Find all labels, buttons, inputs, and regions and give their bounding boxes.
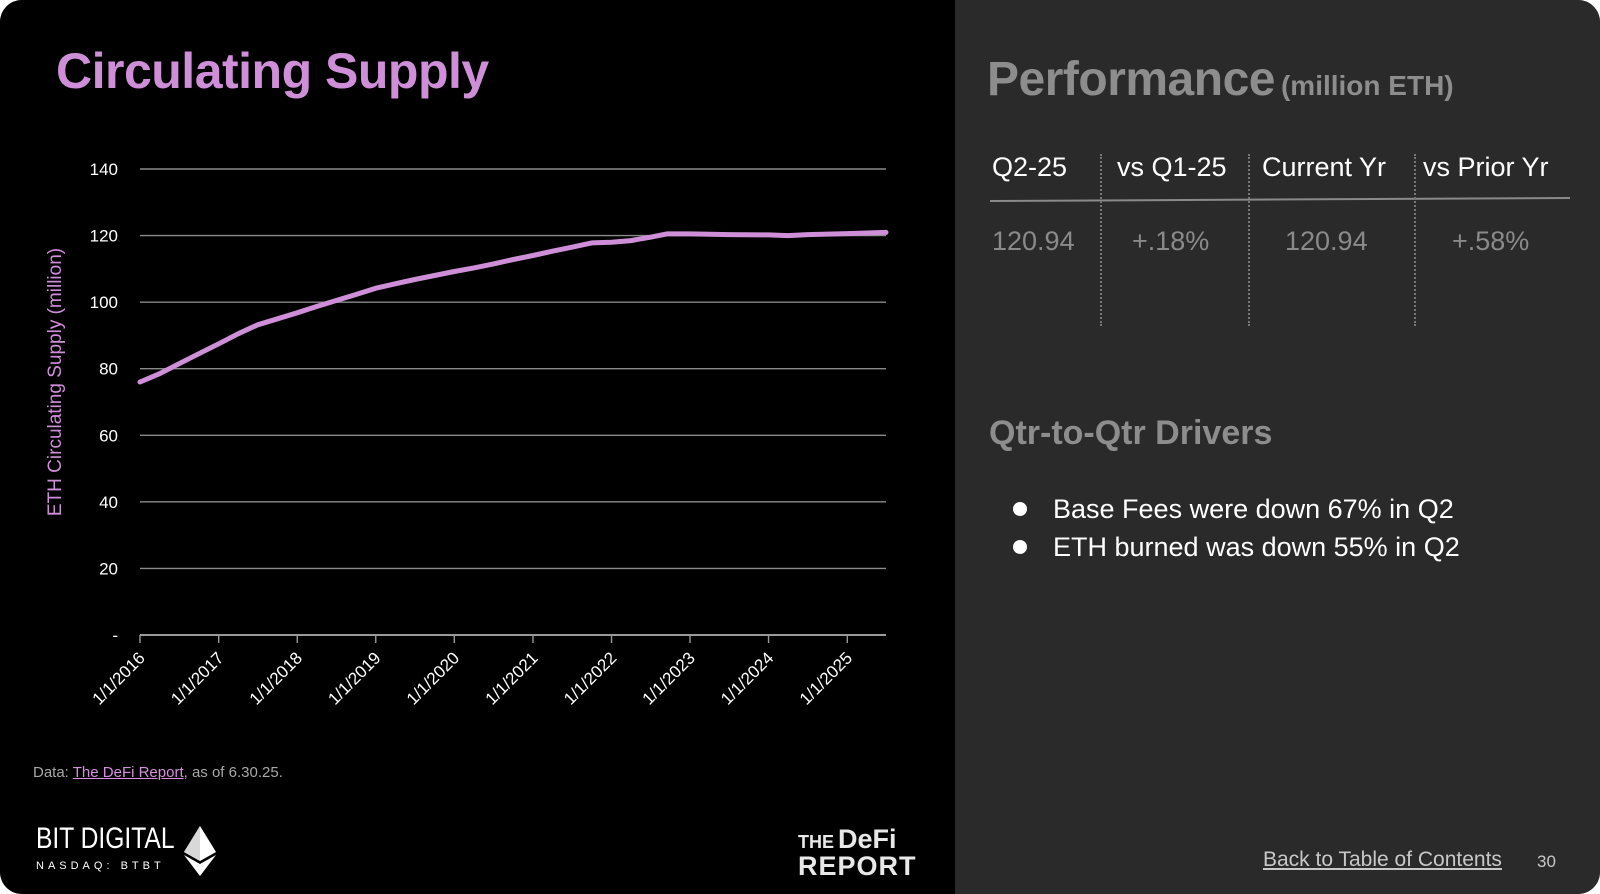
x-tick-label: 1/1/2017 bbox=[167, 648, 227, 708]
header-vs-prior-yr: vs Prior Yr bbox=[1423, 152, 1549, 182]
drivers-list: Base Fees were down 67% in Q2 ETH burned… bbox=[1013, 490, 1460, 566]
y-tick-label: 20 bbox=[99, 559, 118, 578]
defi-logo-defi: DeFi bbox=[838, 824, 897, 854]
header-current-yr: Current Yr bbox=[1262, 152, 1387, 182]
y-tick-label: 120 bbox=[90, 227, 118, 246]
x-tick-label: 1/1/2019 bbox=[324, 648, 384, 708]
x-tick-label: 1/1/2025 bbox=[796, 648, 856, 708]
driver-text: ETH burned was down 55% in Q2 bbox=[1053, 532, 1460, 562]
supply-line-chart: - 20 40 60 80 100 120 140 1/1/2016 1/1/2017 1/1/20… bbox=[45, 160, 889, 709]
y-tick-label: 100 bbox=[90, 293, 118, 312]
source-note: Data: The DeFi Report, as of 6.30.25. bbox=[33, 764, 283, 781]
defi-logo-the: THE bbox=[798, 832, 834, 852]
column-divider bbox=[1414, 154, 1416, 326]
defi-logo-report: REPORT bbox=[798, 851, 917, 881]
defi-report-logo: THE DeFi REPORT bbox=[798, 826, 917, 880]
y-tick-label: 140 bbox=[90, 160, 118, 179]
chart-title: Circulating Supply bbox=[56, 43, 489, 99]
y-tick-label: 80 bbox=[99, 360, 118, 379]
y-tick-label: 60 bbox=[99, 426, 118, 445]
source-prefix: Data: bbox=[33, 764, 73, 781]
column-divider bbox=[1100, 154, 1102, 326]
value-vs-prior-yr: +.58% bbox=[1452, 226, 1530, 256]
performance-unit: (million ETH) bbox=[1280, 70, 1454, 101]
header-vs-q1-25: vs Q1-25 bbox=[1117, 152, 1227, 182]
y-tick-label: - bbox=[112, 626, 118, 645]
value-q2-25: 120.94 bbox=[992, 226, 1075, 256]
value-vs-q1-25: +.18% bbox=[1132, 226, 1210, 256]
series-line bbox=[137, 229, 889, 385]
x-tick-label: 1/1/2016 bbox=[89, 648, 149, 708]
driver-text: Base Fees were down 67% in Q2 bbox=[1053, 494, 1454, 524]
chart-panel: Circulating Supply - 20 40 60 80 100 120 140 1/1… bbox=[0, 0, 955, 894]
list-item: Base Fees were down 67% in Q2 bbox=[1013, 490, 1460, 528]
bit-digital-name: BIT DIGITAL bbox=[36, 822, 175, 855]
x-tick-label: 1/1/2021 bbox=[482, 648, 542, 708]
x-tick-label: 1/1/2023 bbox=[639, 648, 699, 708]
x-tick-label: 1/1/2020 bbox=[403, 648, 463, 708]
y-tick-label: 40 bbox=[99, 493, 118, 512]
y-axis-label: ETH Circulating Supply (million) bbox=[45, 248, 66, 516]
drivers-title: Qtr-to-Qtr Drivers bbox=[989, 414, 1273, 452]
performance-title: Performance (million ETH) bbox=[987, 52, 1454, 107]
performance-table: Q2-25 vs Q1-25 Current Yr vs Prior Yr 12… bbox=[989, 150, 1570, 330]
table-header-divider bbox=[989, 196, 1570, 202]
bit-digital-logo: BIT DIGITAL NASDAQ: BTBT bbox=[36, 822, 205, 872]
x-tick-label: 1/1/2018 bbox=[246, 648, 306, 708]
source-link[interactable]: The DeFi Report bbox=[72, 764, 184, 781]
bullet-icon bbox=[1013, 540, 1027, 554]
bullet-icon bbox=[1013, 502, 1027, 516]
page-number: 30 bbox=[1537, 852, 1556, 871]
header-q2-25: Q2-25 bbox=[992, 152, 1068, 182]
ethereum-icon bbox=[184, 826, 216, 876]
performance-panel: Performance (million ETH) Q2-25 vs Q1-25 … bbox=[955, 0, 1600, 894]
bit-digital-ticker: NASDAQ: BTBT bbox=[36, 860, 165, 872]
column-divider bbox=[1248, 154, 1250, 326]
performance-title-text: Performance bbox=[987, 53, 1275, 106]
x-tick-label: 1/1/2022 bbox=[560, 648, 620, 708]
list-item: ETH burned was down 55% in Q2 bbox=[1013, 528, 1460, 566]
x-tick-label: 1/1/2024 bbox=[717, 648, 777, 708]
source-suffix: , as of 6.30.25. bbox=[183, 764, 283, 781]
back-to-toc-link[interactable]: Back to Table of Contents bbox=[1263, 848, 1502, 871]
value-current-yr: 120.94 bbox=[1285, 226, 1368, 256]
